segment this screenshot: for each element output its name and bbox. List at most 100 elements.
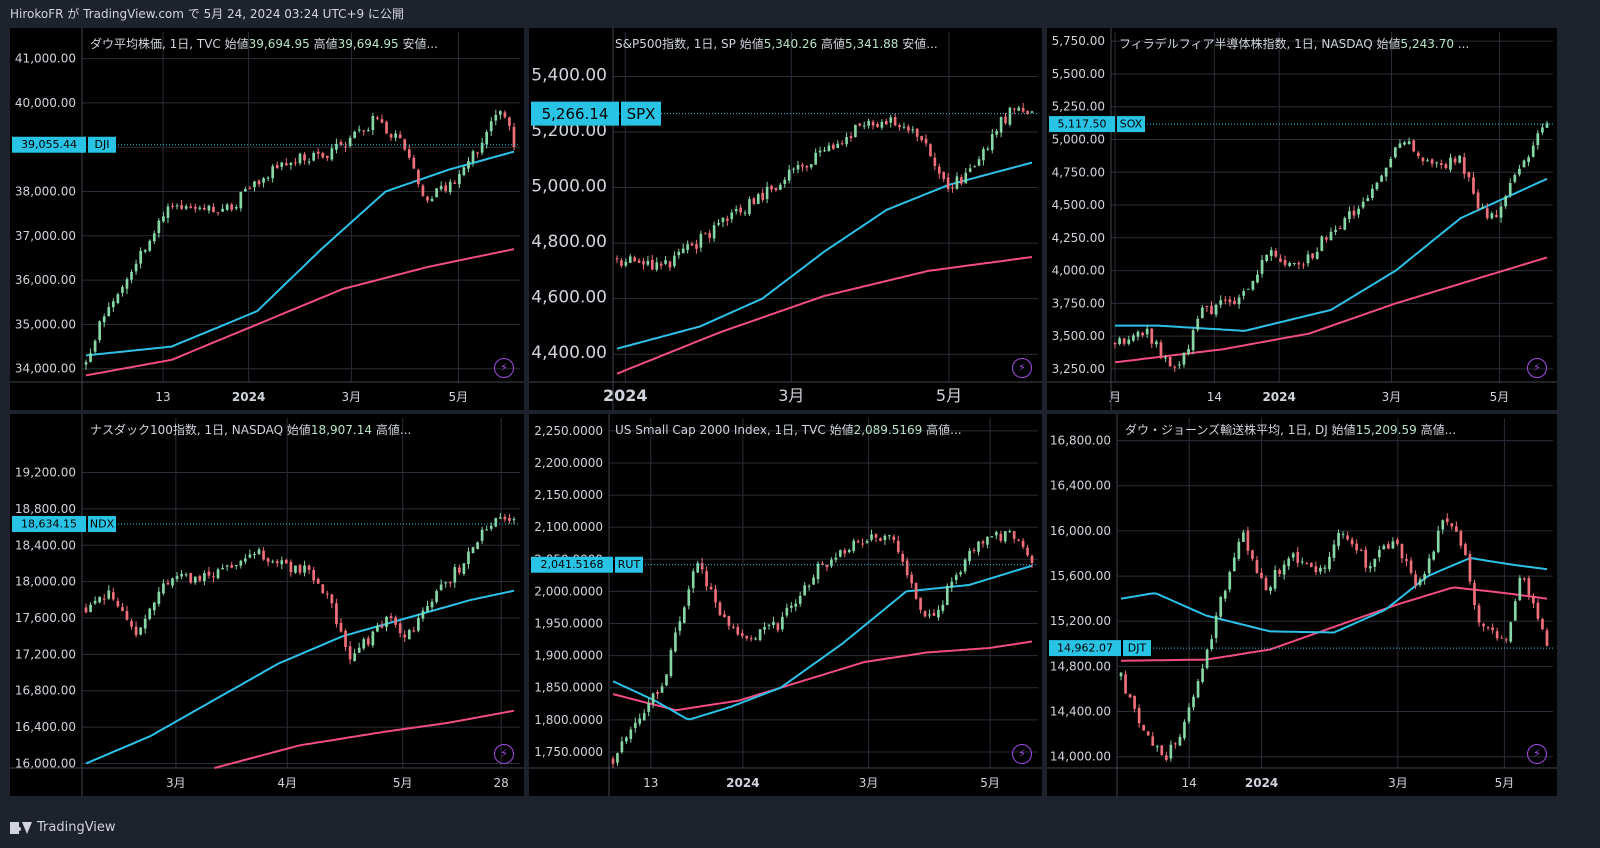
candle-body: [674, 632, 677, 652]
candle-body: [271, 166, 275, 179]
candle-body: [435, 188, 438, 198]
candle-body: [476, 152, 479, 154]
chart-panel-dji[interactable]: 34,000.00 35,000.00 36,000.00 37,000.00 38,0…: [10, 28, 524, 410]
candle-body: [98, 321, 102, 341]
candle-body: [1160, 745, 1164, 755]
chart-panel-rut[interactable]: 1,750.0000 1,800.0000 1,850.0000 1,900.0000…: [529, 414, 1042, 796]
candle-body: [951, 187, 954, 189]
candle-body: [1155, 746, 1159, 748]
candle-body: [439, 584, 443, 591]
candle-body: [284, 163, 288, 166]
chart-svg-sox[interactable]: 3,250.00 3,500.00 3,750.00 4,000.00 4,250.00…: [1047, 28, 1557, 410]
candle-body: [1477, 605, 1481, 623]
lightning-icon[interactable]: ⚡: [1012, 358, 1032, 378]
chart-panel-sox[interactable]: 3,250.00 3,500.00 3,750.00 4,000.00 4,250.00…: [1047, 28, 1557, 410]
candle-body: [861, 543, 864, 545]
lightning-icon[interactable]: ⚡: [494, 744, 514, 764]
publish-header: HirokoFR が TradingView.com で 5月 24, 2024…: [10, 7, 404, 21]
price-badge: [531, 101, 619, 126]
candle-body: [1283, 259, 1287, 265]
candle-body: [942, 172, 946, 180]
chart-svg-ndx[interactable]: 16,000.00 16,400.00 16,800.00 17,200.00 17,6…: [10, 414, 524, 796]
candle-body: [394, 133, 397, 138]
ma-short-line: [612, 564, 1033, 721]
price-badge-label: 18,634.15: [21, 517, 77, 530]
candle-body: [1013, 108, 1016, 110]
candle-body: [325, 155, 329, 158]
candle-body: [1309, 563, 1313, 568]
candle-body: [854, 124, 857, 137]
x-tick-label: 28: [494, 776, 509, 790]
lightning-icon[interactable]: ⚡: [494, 358, 514, 378]
candle-body: [1495, 631, 1499, 639]
candle-body: [339, 622, 343, 632]
chart-panel-djt[interactable]: 14,000.00 14,400.00 14,800.00 15,200.00 15,6…: [1047, 414, 1557, 796]
chart-panel-spx[interactable]: 4,400.00 4,600.00 4,800.00 5,000.00 5,200.00…: [529, 28, 1042, 410]
candle-body: [489, 121, 493, 132]
candle-body: [152, 602, 156, 611]
candle-body: [705, 571, 708, 587]
candle-body: [968, 550, 971, 561]
candle-body: [668, 261, 672, 268]
chart-svg-djt[interactable]: 14,000.00 14,400.00 14,800.00 15,200.00 15,6…: [1047, 414, 1557, 796]
candle-body: [888, 535, 891, 537]
ma-short-line: [85, 150, 515, 357]
lightning-icon[interactable]: ⚡: [1527, 358, 1547, 378]
candle-body: [910, 574, 913, 584]
candle-body: [660, 686, 664, 693]
candle-body: [615, 258, 619, 260]
ticker-badge: [88, 136, 116, 153]
candle-body: [494, 518, 498, 527]
y-tick-label: 18,800.00: [15, 502, 76, 516]
chart-svg-rut[interactable]: 1,750.0000 1,800.0000 1,850.0000 1,900.0000…: [529, 414, 1042, 796]
candle-body: [754, 638, 757, 640]
y-tick-label: 5,000.00: [1052, 132, 1105, 146]
candle-body: [89, 604, 92, 612]
candle-body: [1228, 572, 1232, 590]
candle-body: [1265, 254, 1269, 261]
footer-brand[interactable]: TradingView: [37, 820, 116, 835]
candle-body: [325, 593, 329, 595]
candle-body: [93, 340, 97, 352]
y-tick-label: 18,400.00: [15, 538, 76, 552]
y-tick-label: 15,200.00: [1050, 614, 1111, 628]
candle-body: [508, 117, 511, 126]
candle-body: [1341, 533, 1345, 535]
candle-body: [385, 616, 388, 627]
chart-svg-dji[interactable]: 34,000.00 35,000.00 36,000.00 37,000.00 38,0…: [10, 28, 524, 410]
candle-body: [458, 174, 461, 185]
candle-body: [682, 607, 686, 623]
candle-body: [403, 634, 407, 638]
y-tick-label: 5,400.00: [531, 65, 607, 85]
candle-body: [262, 178, 265, 183]
candle-body: [723, 614, 726, 618]
candle-body: [1435, 162, 1439, 164]
ticker-badge: [88, 515, 116, 532]
price-badge: [12, 136, 86, 153]
chart-svg-spx[interactable]: 4,400.00 4,600.00 4,800.00 5,000.00 5,200.00…: [529, 28, 1042, 410]
candle-body: [699, 233, 703, 248]
candle-body: [271, 561, 275, 563]
candle-body: [902, 126, 906, 128]
candle-body: [143, 249, 147, 252]
y-tick-label: 16,000.00: [1050, 524, 1111, 538]
chart-panel-ndx[interactable]: 16,000.00 16,400.00 16,800.00 17,200.00 17,6…: [10, 414, 524, 796]
x-tick-label: 5月: [980, 776, 1000, 790]
candle-body: [212, 206, 215, 213]
lightning-icon[interactable]: ⚡: [1527, 744, 1547, 764]
candle-body: [1375, 182, 1379, 190]
candle-body: [845, 136, 848, 145]
y-tick-label: 1,850.0000: [534, 681, 603, 695]
candle-body: [1237, 541, 1241, 559]
candle-body: [959, 572, 963, 575]
candle-body: [945, 585, 949, 606]
candle-body: [203, 207, 206, 210]
lightning-icon[interactable]: ⚡: [1012, 744, 1032, 764]
candle-body: [439, 186, 443, 190]
candle-body: [1518, 168, 1521, 175]
candle-body: [125, 279, 129, 289]
candle-body: [1527, 578, 1531, 595]
y-tick-label: 16,000.00: [15, 756, 76, 770]
candle-body: [687, 589, 691, 606]
price-badge: [12, 515, 86, 532]
